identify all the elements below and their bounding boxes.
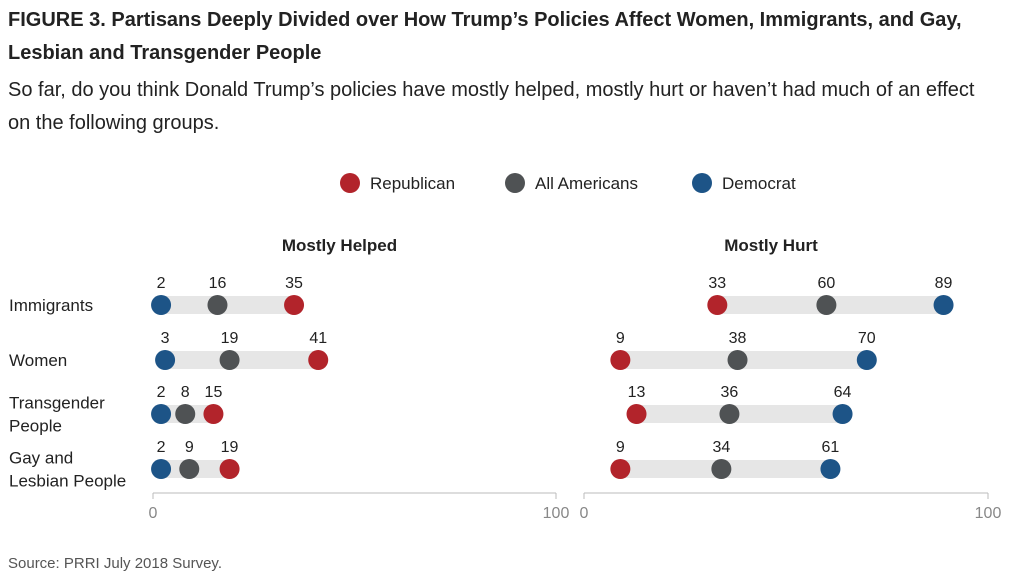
dot-democrat-immigrants [151, 295, 172, 315]
data-label-republican-women: 41 [309, 330, 327, 347]
data-label-republican-women: 9 [616, 330, 625, 347]
legend: Republican All Americans Democrat [340, 173, 796, 193]
legend-marker-all-americans [505, 173, 525, 193]
legend-label-republican: Republican [370, 174, 455, 193]
data-label-all-americans-transgender-people: 36 [721, 384, 739, 401]
data-label-republican-transgender-people: 13 [628, 384, 646, 401]
range-bar-transgender-people [636, 405, 843, 423]
dot-republican-transgender-people [203, 404, 224, 424]
x-tick-label: 100 [543, 505, 570, 522]
data-label-all-americans-women: 19 [221, 330, 239, 347]
data-label-all-americans-immigrants: 16 [209, 275, 227, 292]
chart-title: FIGURE 3. Partisans Deeply Divided over … [8, 9, 962, 64]
data-label-republican-gay-and-lesbian-people: 19 [221, 439, 239, 456]
dot-democrat-transgender-people [832, 404, 853, 424]
data-label-all-americans-gay-and-lesbian-people: 34 [712, 439, 730, 456]
data-label-republican-immigrants: 35 [285, 275, 303, 292]
data-label-all-americans-women: 38 [729, 330, 747, 347]
dot-all-americans-women [727, 350, 748, 370]
data-label-all-americans-transgender-people: 8 [181, 384, 190, 401]
chart-subtitle: So far, do you think Donald Trump’s poli… [8, 79, 975, 134]
data-label-democrat-women: 70 [858, 330, 876, 347]
dot-plot-chart: Republican All Americans Democrat Immigran… [9, 173, 1002, 522]
dot-all-americans-gay-and-lesbian-people [711, 459, 732, 479]
dot-all-americans-immigrants [207, 295, 228, 315]
legend-marker-republican [340, 173, 360, 193]
data-label-democrat-gay-and-lesbian-people: 61 [822, 439, 840, 456]
legend-label-all-americans: All Americans [535, 174, 638, 193]
data-label-democrat-women: 3 [161, 330, 170, 347]
data-label-republican-transgender-people: 15 [205, 384, 223, 401]
dot-all-americans-women [219, 350, 240, 370]
dot-republican-gay-and-lesbian-people [219, 459, 240, 479]
dot-republican-transgender-people [626, 404, 647, 424]
category-label-women: Women [9, 351, 67, 370]
data-label-democrat-transgender-people: 64 [834, 384, 852, 401]
data-label-democrat-gay-and-lesbian-people: 2 [157, 439, 166, 456]
data-label-all-americans-gay-and-lesbian-people: 9 [185, 439, 194, 456]
legend-marker-democrat [692, 173, 712, 193]
panel-mostly-hurt: Mostly Hurt 0 100 33 60 89 9 38 70 13 36 64 9 34 61 [580, 236, 1002, 522]
range-bar-immigrants [161, 296, 295, 314]
dot-republican-gay-and-lesbian-people [610, 459, 631, 479]
data-label-all-americans-immigrants: 60 [818, 275, 836, 292]
data-label-republican-gay-and-lesbian-people: 9 [616, 439, 625, 456]
dot-democrat-women [155, 350, 176, 370]
dot-all-americans-transgender-people [175, 404, 196, 424]
range-bar-women [165, 351, 319, 369]
dot-republican-immigrants [707, 295, 728, 315]
legend-label-democrat: Democrat [722, 174, 796, 193]
dot-republican-women [610, 350, 631, 370]
dot-democrat-gay-and-lesbian-people [820, 459, 841, 479]
dot-republican-immigrants [284, 295, 305, 315]
data-label-democrat-transgender-people: 2 [157, 384, 166, 401]
source-note: Source: PRRI July 2018 Survey. [8, 555, 222, 572]
category-labels: Immigrants Women Transgender People Gay and L… [9, 296, 126, 491]
category-label-gay-and-lesbian-people: Gay and Lesbian People [9, 449, 126, 491]
dot-all-americans-immigrants [816, 295, 837, 315]
panel-title: Mostly Hurt [724, 236, 818, 255]
panel-title: Mostly Helped [282, 236, 397, 255]
dot-democrat-gay-and-lesbian-people [151, 459, 172, 479]
category-label-immigrants: Immigrants [9, 296, 93, 315]
data-label-democrat-immigrants: 2 [157, 275, 166, 292]
dot-all-americans-transgender-people [719, 404, 740, 424]
x-tick-label: 0 [149, 505, 158, 522]
dot-republican-women [308, 350, 329, 370]
x-tick-label: 0 [580, 505, 589, 522]
x-tick-label: 100 [975, 505, 1002, 522]
data-label-republican-immigrants: 33 [708, 275, 726, 292]
dot-democrat-transgender-people [151, 404, 172, 424]
data-label-democrat-immigrants: 89 [935, 275, 953, 292]
dot-democrat-women [856, 350, 877, 370]
category-label-transgender-people: Transgender People [9, 394, 105, 436]
dot-democrat-immigrants [933, 295, 954, 315]
dot-all-americans-gay-and-lesbian-people [179, 459, 200, 479]
